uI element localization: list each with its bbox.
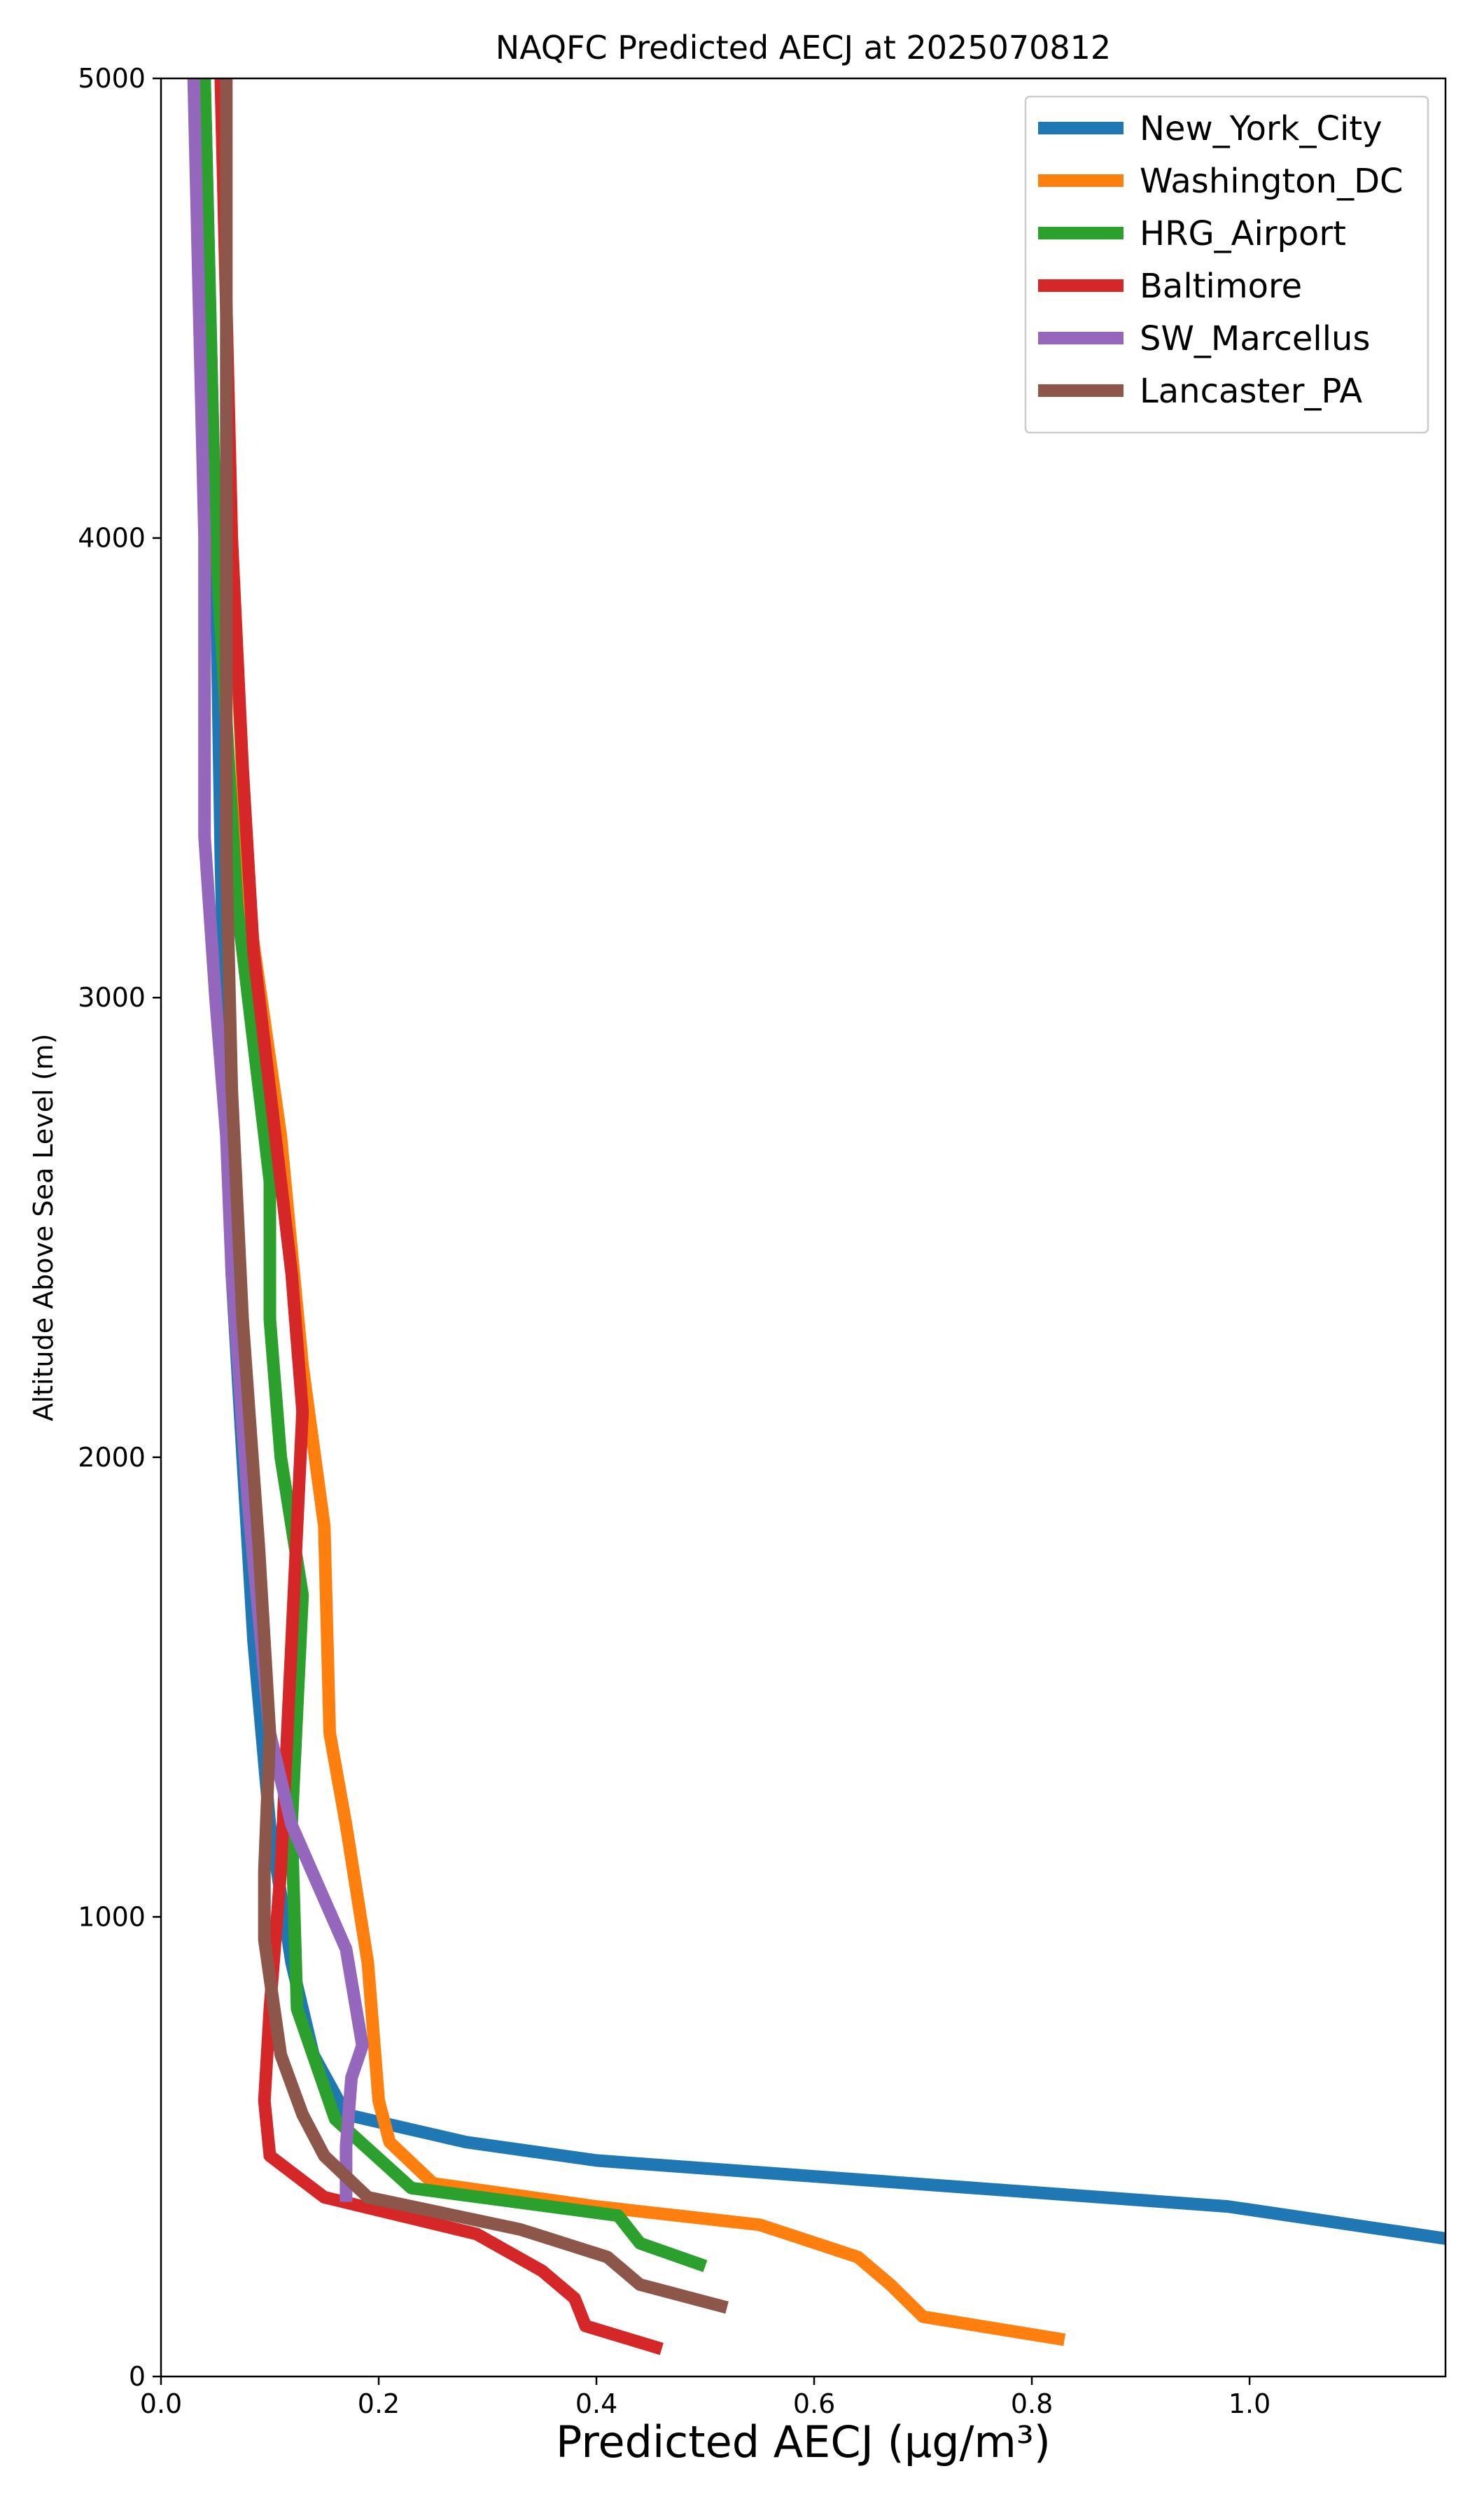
legend-label: New_York_City — [1140, 109, 1382, 148]
legend-label: SW_Marcellus — [1140, 319, 1370, 358]
series-line-lancaster-pa — [220, 78, 729, 2314]
x-axis-label: Predicted AECJ (μg/m³) — [556, 2416, 1051, 2468]
plot-frame — [160, 77, 1447, 2378]
legend-label: Baltimore — [1140, 267, 1302, 306]
chart-title: NAQFC Predicted AECJ at 2025070812 — [496, 29, 1111, 66]
x-tick-label: 0.0 — [140, 2388, 182, 2419]
y-tick-label: 2000 — [78, 1442, 146, 1473]
x-tick-label: 1.0 — [1228, 2388, 1270, 2419]
y-tick-label: 3000 — [78, 982, 146, 1013]
plot-series — [187, 78, 1446, 2356]
legend-label: Lancaster_PA — [1140, 372, 1362, 411]
legend: New_York_City Washington_DC HRG_Airport Bal… — [1024, 95, 1429, 434]
x-tick-label: 0.8 — [1011, 2388, 1053, 2419]
legend-label: HRG_Airport — [1140, 214, 1346, 253]
series-line-baltimore — [214, 78, 664, 2356]
y-axis-label: Altitude Above Sea Level (m) — [28, 1034, 59, 1422]
y-tick-label: 4000 — [78, 523, 146, 554]
y-tick-label: 1000 — [78, 1901, 146, 1932]
x-tick-label: 0.4 — [575, 2388, 617, 2419]
legend-box — [1024, 95, 1429, 434]
y-tick-label: 0 — [129, 2361, 146, 2392]
series-line-sw-marcellus — [187, 78, 369, 2202]
x-tick-label: 0.2 — [358, 2388, 400, 2419]
axes: 0.0 0.2 0.4 0.6 0.8 1.0 0 1000 2000 3000 4000 5000 — [78, 63, 1447, 2419]
series-line-new-york-city — [198, 78, 1446, 2245]
y-tick-label: 5000 — [78, 63, 146, 94]
x-tick-label: 0.6 — [793, 2388, 835, 2419]
legend-label: Washington_DC — [1140, 162, 1404, 201]
